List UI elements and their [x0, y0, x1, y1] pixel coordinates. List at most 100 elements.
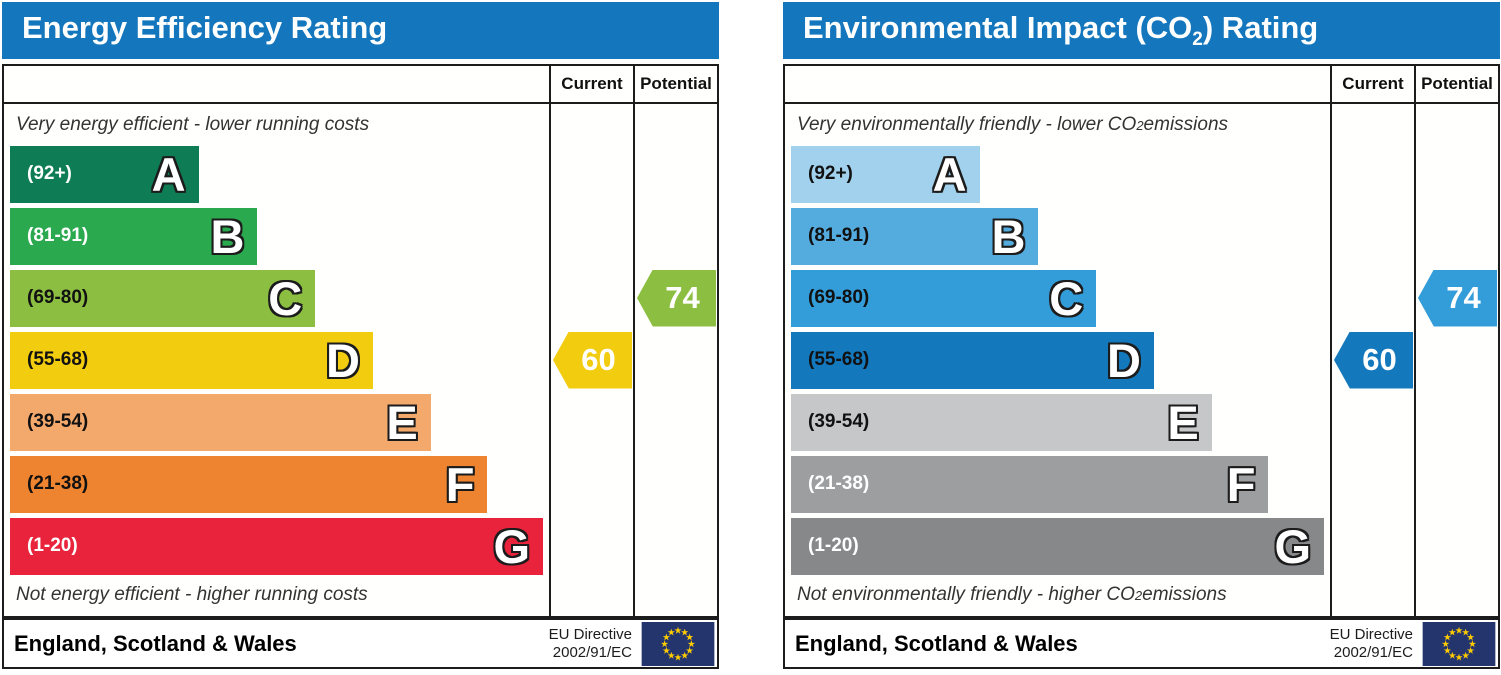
header-spacer	[785, 66, 1330, 102]
potential-column: 74	[1414, 104, 1498, 616]
top-note-post: emissions	[1143, 114, 1229, 135]
band-d-range: (55-68)	[808, 349, 870, 370]
band-row-c: (69-80) C	[4, 267, 549, 329]
potential-column: 74	[633, 104, 717, 616]
current-rating-arrow: 60	[553, 331, 632, 389]
band-c: (69-80) C	[10, 269, 316, 327]
band-c-letter: C	[1049, 271, 1084, 325]
region-label: England, Scotland & Wales	[14, 630, 297, 656]
potential-column-header: Potential	[633, 66, 717, 102]
energy-efficiency-panel: Energy Efficiency Rating Current Potenti…	[2, 2, 719, 669]
bottom-note: Not environmentally friendly - higher CO…	[785, 577, 1330, 613]
band-row-d: (55-68) D	[4, 329, 549, 391]
top-note: Very environmentally friendly - lower CO…	[785, 107, 1330, 143]
band-f-range: (21-38)	[27, 473, 89, 494]
band-d-range: (55-68)	[27, 349, 89, 370]
band-row-c: (69-80) C	[785, 267, 1330, 329]
band-row-g: (1-20) G	[785, 515, 1330, 577]
potential-rating-arrow: 74	[1418, 269, 1497, 327]
header-spacer	[4, 66, 549, 102]
eu-directive-line2: 2002/91/EC	[1333, 643, 1413, 661]
band-b-range: (81-91)	[808, 225, 870, 246]
band-e-range: (39-54)	[808, 411, 870, 432]
bottom-note: Not energy efficient - higher running co…	[4, 577, 549, 613]
table-body: Very environmentally friendly - lower CO…	[785, 104, 1498, 616]
band-c-range: (69-80)	[27, 287, 89, 308]
energy-title-bar: Energy Efficiency Rating	[2, 2, 719, 59]
band-g: (1-20) G	[791, 517, 1324, 575]
band-g-range: (1-20)	[808, 535, 859, 556]
band-g-range: (1-20)	[27, 535, 78, 556]
band-chart-area: Very environmentally friendly - lower CO…	[785, 104, 1330, 616]
eu-directive-line2: 2002/91/EC	[552, 643, 632, 661]
band-a-letter: A	[151, 147, 186, 201]
top-note-pre: Very energy efficient - lower running co…	[16, 114, 370, 135]
energy-panel-title: Energy Efficiency Rating	[22, 10, 387, 51]
band-e: (39-54) E	[10, 393, 431, 451]
region-label: England, Scotland & Wales	[795, 630, 1078, 656]
band-row-e: (39-54) E	[4, 391, 549, 453]
band-b-letter: B	[991, 209, 1026, 263]
band-d: (55-68) D	[791, 331, 1154, 389]
band-e: (39-54) E	[791, 393, 1212, 451]
band-a-range: (92+)	[27, 163, 72, 184]
band-d-letter: D	[326, 333, 360, 387]
band-c-range: (69-80)	[808, 287, 870, 308]
current-rating-value: 60	[581, 342, 616, 377]
current-rating-value: 60	[1362, 342, 1397, 377]
band-a-range: (92+)	[808, 163, 853, 184]
band-d-letter: D	[1107, 333, 1141, 387]
bottom-note-post: emissions	[1142, 584, 1227, 605]
potential-rating-arrow: 74	[637, 269, 716, 327]
current-column-header: Current	[549, 66, 633, 102]
table-body: Very energy efficient - lower running co…	[4, 104, 717, 616]
band-g-letter: G	[1274, 519, 1311, 573]
band-f: (21-38) F	[10, 455, 488, 513]
potential-rating-value: 74	[665, 280, 700, 315]
band-row-f: (21-38) F	[4, 453, 549, 515]
bottom-note-pre: Not environmentally friendly - higher CO	[797, 584, 1135, 605]
band-e-range: (39-54)	[27, 411, 89, 432]
band-row-g: (1-20) G	[4, 515, 549, 577]
environmental-rating-table: Current Potential Very environmentally f…	[783, 64, 1500, 618]
band-g: (1-20) G	[10, 517, 543, 575]
environmental-footer: England, Scotland & Wales EU Directive 2…	[783, 618, 1500, 669]
band-a: (92+) A	[791, 145, 980, 203]
current-column: 60	[549, 104, 633, 616]
band-b-letter: B	[210, 209, 245, 263]
band-b: (81-91) B	[10, 207, 258, 265]
band-chart-area: Very energy efficient - lower running co…	[4, 104, 549, 616]
band-row-a: (92+) A	[785, 143, 1330, 205]
bottom-note-pre: Not energy efficient - higher running co…	[16, 584, 368, 605]
band-d: (55-68) D	[10, 331, 373, 389]
band-g-letter: G	[493, 519, 530, 573]
band-f-letter: F	[445, 457, 475, 511]
band-e-letter: E	[386, 395, 418, 449]
band-f-letter: F	[1226, 457, 1256, 511]
energy-rating-table: Current Potential Very energy efficient …	[2, 64, 719, 618]
band-f: (21-38) F	[791, 455, 1269, 513]
band-a: (92+) A	[10, 145, 199, 203]
potential-column-header: Potential	[1414, 66, 1498, 102]
title-text-post: ) Rating	[1202, 9, 1319, 45]
band-b: (81-91) B	[791, 207, 1039, 265]
eu-flag-icon	[1422, 621, 1496, 666]
band-f-range: (21-38)	[808, 473, 870, 494]
title-text-pre: Environmental Impact (CO	[803, 9, 1193, 45]
band-a-letter: A	[932, 147, 967, 201]
eu-directive-label: EU Directive 2002/91/EC	[549, 626, 632, 662]
energy-footer: England, Scotland & Wales EU Directive 2…	[2, 618, 719, 669]
band-b-range: (81-91)	[27, 225, 89, 246]
table-header-row: Current Potential	[4, 66, 717, 104]
bottom-note-sub: 2	[1134, 587, 1143, 603]
current-rating-arrow: 60	[1334, 331, 1413, 389]
current-column-header: Current	[1330, 66, 1414, 102]
title-text-sub: 2	[1192, 29, 1203, 51]
top-note-pre: Very environmentally friendly - lower CO	[797, 114, 1137, 135]
environmental-title-bar: Environmental Impact (CO2) Rating	[783, 2, 1500, 59]
band-row-a: (92+) A	[4, 143, 549, 205]
potential-rating-value: 74	[1446, 280, 1481, 315]
band-row-b: (81-91) B	[4, 205, 549, 267]
band-row-d: (55-68) D	[785, 329, 1330, 391]
current-column: 60	[1330, 104, 1414, 616]
